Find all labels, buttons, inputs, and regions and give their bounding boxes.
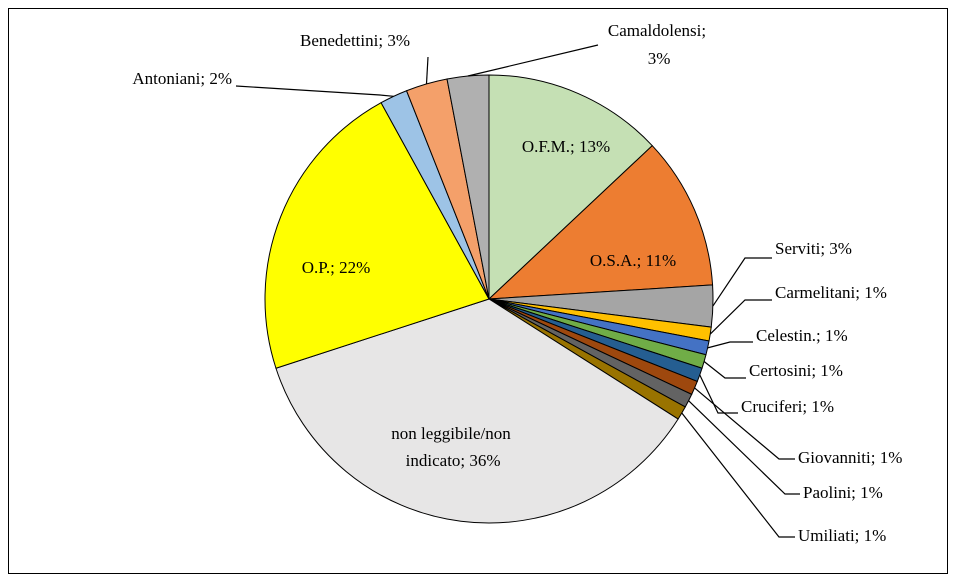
data-label: Serviti; 3%	[775, 239, 852, 258]
pie-slice	[487, 144, 714, 300]
pie-slice	[264, 102, 490, 369]
pie-slice	[488, 74, 653, 301]
leader-line	[712, 257, 772, 307]
pie-slice	[275, 298, 679, 524]
leader-line	[709, 299, 772, 335]
data-label: Camaldolensi; 3%	[608, 21, 706, 68]
data-label: Benedettini; 3%	[300, 31, 410, 50]
data-label: Celestin.; 1%	[756, 326, 848, 345]
label-line: Camaldolensi;	[608, 21, 706, 40]
data-label: Giovanniti; 1%	[798, 448, 902, 467]
data-label: Umiliati; 1%	[798, 526, 886, 545]
label-line: non leggibile/non	[391, 424, 511, 443]
leader-line	[694, 387, 795, 460]
leader-line	[699, 374, 738, 414]
data-label: non leggibile/non indicato; 36%	[391, 424, 511, 470]
data-label: Antoniani; 2%	[132, 69, 232, 88]
leader-line	[467, 44, 599, 77]
data-label: Certosini; 1%	[749, 361, 843, 380]
label-line: indicato; 36%	[401, 451, 500, 470]
leader-line	[688, 400, 800, 495]
leader-line	[235, 85, 394, 97]
label-line: 3%	[644, 49, 671, 68]
leader-line	[425, 56, 429, 84]
leader-line	[681, 412, 795, 538]
data-label: O.S.A.; 11%	[590, 251, 676, 270]
leader-line	[707, 341, 753, 349]
data-label: Cruciferi; 1%	[741, 397, 834, 416]
leader-line	[703, 361, 746, 379]
data-label: O.F.M.; 13%	[522, 137, 610, 156]
data-label: O.P.; 22%	[302, 258, 370, 277]
data-label: Carmelitani; 1%	[775, 283, 887, 302]
data-label: Paolini; 1%	[803, 483, 883, 502]
